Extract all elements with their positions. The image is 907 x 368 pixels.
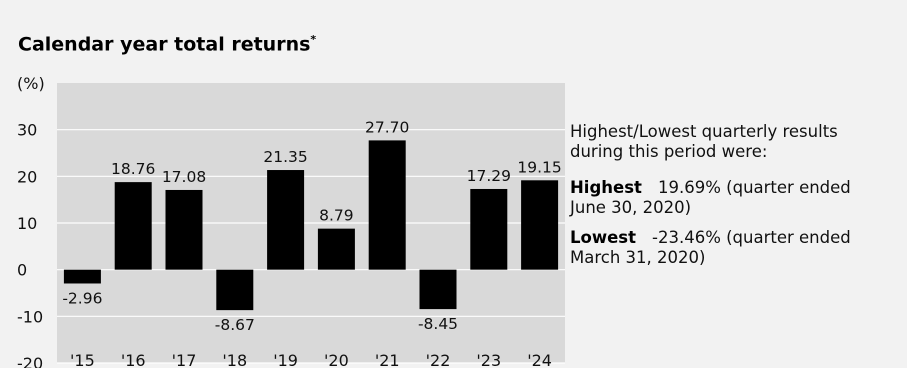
bar — [470, 188, 508, 270]
data-label: 18.76 — [111, 160, 155, 178]
data-label: 17.29 — [467, 167, 511, 185]
highest-label: Highest — [570, 178, 642, 197]
bar — [165, 189, 203, 270]
y-tick-label: 0 — [17, 261, 27, 280]
title-footnote-marker: * — [310, 33, 317, 46]
x-tick-label: '20 — [324, 351, 349, 368]
x-tick-label: '22 — [426, 351, 451, 368]
bar — [419, 269, 457, 310]
y-tick-label: -20 — [17, 354, 43, 368]
quarterly-results-intro: Highest/Lowest quarterly results during … — [570, 122, 838, 161]
data-label: -2.96 — [62, 289, 102, 307]
highest-value: 19.69% (quarter ended June 30, 2020) — [570, 178, 851, 217]
bar — [267, 170, 305, 270]
data-label: 8.79 — [319, 207, 354, 225]
x-tick-label: '23 — [476, 351, 501, 368]
x-tick-label: '21 — [375, 351, 400, 368]
x-tick-label: '19 — [273, 351, 298, 368]
x-axis-ticks: '15 '16 '17 '18 '19 '20 '21 '22 '23 '24 — [70, 351, 552, 368]
bar — [216, 269, 254, 311]
data-label: 21.35 — [263, 148, 307, 166]
chart-title: Calendar year total returns* — [18, 33, 316, 55]
quarterly-results-note: Highest/Lowest quarterly results during … — [570, 122, 890, 278]
y-tick-label: 30 — [17, 121, 37, 140]
bar — [63, 269, 101, 284]
lowest-value: -23.46% (quarter ended March 31, 2020) — [570, 228, 851, 267]
bar — [114, 182, 152, 270]
y-unit-label: (%) — [17, 74, 45, 93]
x-tick-label: '15 — [70, 351, 95, 368]
lowest-label: Lowest — [570, 228, 636, 247]
data-label: -8.67 — [215, 316, 255, 334]
data-label: 17.08 — [162, 168, 206, 186]
data-label: -8.45 — [418, 315, 458, 333]
y-tick-label: 10 — [17, 214, 37, 233]
y-axis-ticks: -20 -10 0 10 20 30 — [17, 121, 43, 368]
x-tick-label: '18 — [222, 351, 247, 368]
lowest-quarter-row: Lowest -23.46% (quarter ended March 31, 2… — [570, 228, 890, 268]
data-label: 27.70 — [365, 118, 409, 136]
chart-title-text: Calendar year total returns — [18, 33, 311, 56]
x-tick-label: '16 — [121, 351, 146, 368]
y-tick-label: -10 — [17, 307, 43, 326]
data-label: 19.15 — [517, 158, 561, 176]
x-tick-label: '17 — [172, 351, 197, 368]
bar — [368, 140, 406, 270]
highest-quarter-row: Highest 19.69% (quarter ended June 30, 20… — [570, 178, 890, 218]
bars — [63, 140, 559, 311]
bar — [317, 228, 355, 270]
x-tick-label: '24 — [527, 351, 552, 368]
data-labels: -2.96 18.76 17.08 -8.67 21.35 8.79 27.70 -8.45 1… — [62, 118, 561, 334]
bar — [521, 180, 559, 270]
y-tick-label: 20 — [17, 167, 37, 186]
